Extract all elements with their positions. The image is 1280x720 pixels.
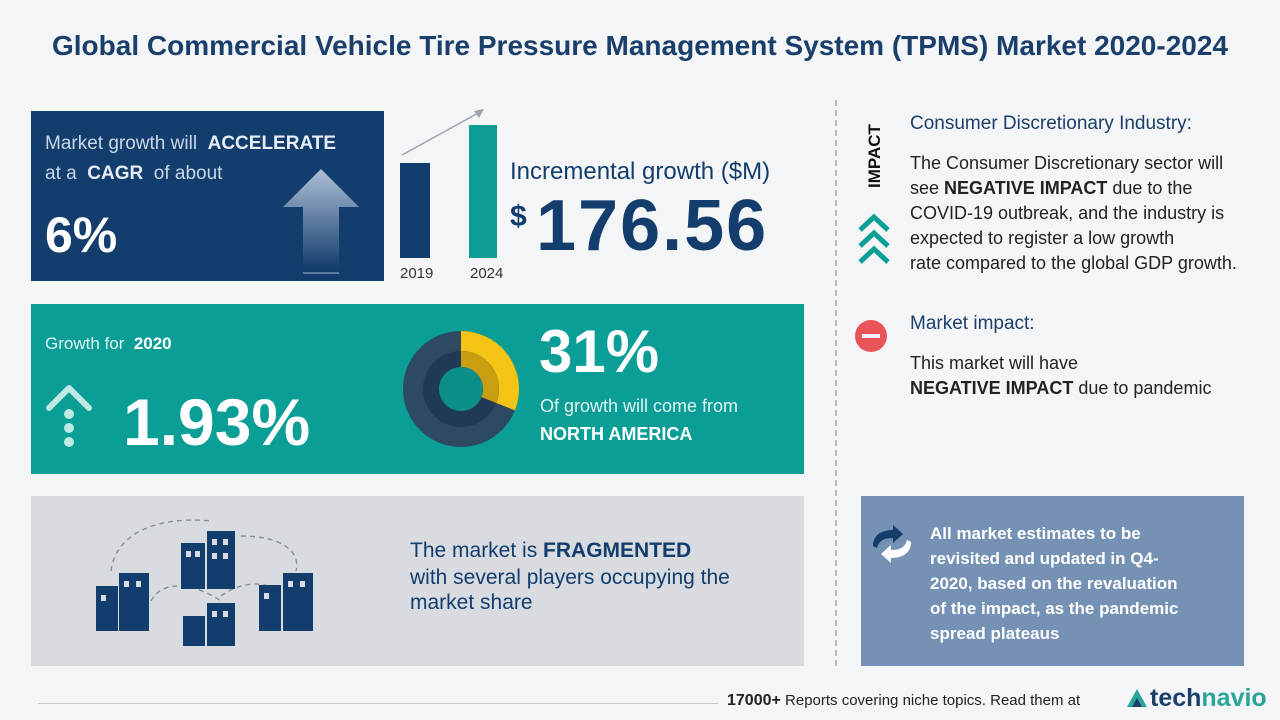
cagr-value: 6% bbox=[45, 207, 118, 263]
cagr-line1-prefix: Market growth will bbox=[45, 133, 198, 154]
region-share-value: 31% bbox=[539, 318, 660, 385]
currency-symbol: $ bbox=[510, 200, 527, 233]
cagr-accelerate: ACCELERATE bbox=[207, 133, 337, 154]
bar-2019 bbox=[400, 163, 430, 258]
footer-text: Reports covering niche topics. Read them… bbox=[785, 692, 1081, 709]
incremental-growth-label: Incremental growth ($M) bbox=[510, 158, 771, 185]
market-impact-title: Market impact: bbox=[910, 313, 1035, 334]
year-2024-label: 2024 bbox=[470, 265, 504, 282]
note-line-5: spread plateaus bbox=[930, 624, 1060, 643]
note-line-2: revisited and updated in Q4- bbox=[930, 549, 1159, 568]
refresh-arrows-icon bbox=[873, 525, 911, 563]
city-buildings-icon bbox=[96, 519, 313, 646]
up-arrow-icon bbox=[283, 169, 359, 274]
note-line-1: All market estimates to be bbox=[930, 524, 1141, 543]
triple-chevron-up-icon bbox=[858, 213, 890, 264]
impact-vertical-label: IMPACT bbox=[865, 123, 884, 188]
fragmented-panel: The market is FRAGMENTED with several pl… bbox=[31, 496, 804, 666]
section-divider bbox=[835, 100, 837, 666]
industry-line: see NEGATIVE IMPACT due to the bbox=[910, 178, 1193, 198]
fragmented-line2: with several players occupying the bbox=[410, 566, 730, 589]
market-impact-line1: This market will have bbox=[910, 353, 1079, 373]
industry-line: The Consumer Discretionary sector will bbox=[910, 153, 1224, 173]
growth-label: Growth for bbox=[45, 334, 125, 353]
growth-2020-panel: Growth for 2020 1.93% 31% Of growth will… bbox=[31, 304, 804, 474]
region-share-slice bbox=[461, 331, 519, 411]
region-share-label: Of growth will come from bbox=[540, 396, 739, 416]
market-impact-bold: NEGATIVE IMPACT bbox=[910, 378, 1074, 398]
region-name: NORTH AMERICA bbox=[540, 424, 693, 444]
brand-part-a: tech bbox=[1150, 684, 1202, 712]
growth-bar-chart: 2019 2024 bbox=[390, 100, 520, 290]
incremental-growth-value: 176.56 bbox=[536, 186, 769, 266]
growth-value: 1.93% bbox=[123, 385, 311, 459]
fragmented-line3: market share bbox=[410, 591, 533, 614]
year-2019-label: 2019 bbox=[400, 265, 434, 282]
page-title: Global Commercial Vehicle Tire Pressure … bbox=[52, 30, 1228, 61]
cagr-line2-suffix: of about bbox=[153, 163, 223, 184]
technavio-logo[interactable]: technavio bbox=[1150, 684, 1267, 713]
industry-line: COVID-19 outbreak, and the industry is bbox=[910, 203, 1225, 223]
industry-line: rate compared to the global GDP growth. bbox=[910, 253, 1237, 273]
cagr-panel: Market growth will ACCELERATE at a CAGR … bbox=[31, 111, 384, 281]
technavio-logo-icon[interactable] bbox=[1125, 685, 1149, 711]
negative-impact-icon bbox=[855, 320, 887, 352]
cagr-label: CAGR bbox=[87, 163, 144, 184]
market-impact-line2: due to pandemic bbox=[1073, 378, 1212, 398]
cagr-line2-prefix: at a bbox=[45, 163, 77, 184]
estimates-note-panel: All market estimates to be revisited and… bbox=[861, 496, 1244, 666]
region-share-inner-slice bbox=[461, 351, 499, 403]
svg-text:IMPACT: IMPACT bbox=[865, 123, 884, 188]
industry-title: Consumer Discretionary Industry: bbox=[910, 113, 1192, 134]
report-count: 17000+ bbox=[727, 692, 781, 709]
bar-2024 bbox=[469, 125, 497, 258]
trend-arrow-icon bbox=[401, 109, 484, 156]
fragmented-prefix: The market is bbox=[410, 539, 538, 562]
fragmented-label: FRAGMENTED bbox=[543, 539, 692, 562]
industry-line: expected to register a low growth bbox=[910, 228, 1175, 248]
note-line-3: 2020, based on the revaluation bbox=[930, 574, 1178, 593]
upward-dots-icon bbox=[46, 385, 92, 447]
note-line-4: of the impact, as the pandemic bbox=[930, 599, 1179, 618]
brand-part-b: navio bbox=[1201, 684, 1267, 712]
growth-year: 2020 bbox=[133, 334, 172, 353]
region-donut-chart bbox=[403, 331, 519, 447]
footer-rule bbox=[38, 703, 718, 704]
